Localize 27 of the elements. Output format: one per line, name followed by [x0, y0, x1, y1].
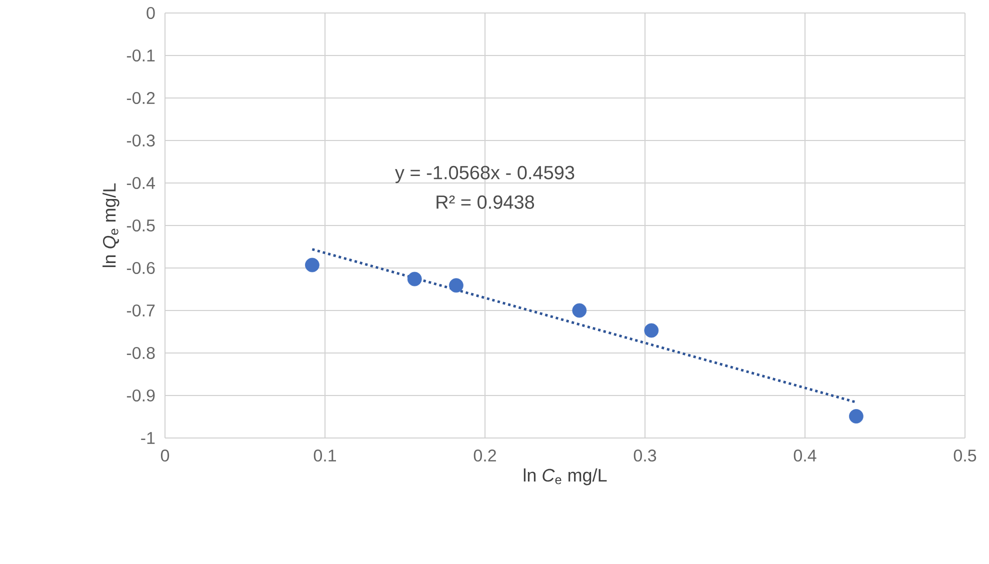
point [407, 272, 422, 286]
y-tick-label: -0.5 [126, 219, 155, 232]
x-axis-title: ln C$_{e}$ mg/L [524, 468, 607, 486]
point [572, 303, 587, 318]
y-tick-label: -0.2 [126, 92, 155, 104]
y-tick-label: -1 [141, 432, 155, 444]
point [644, 323, 659, 338]
x-tick-label: 0.1 [314, 450, 336, 462]
point [305, 258, 320, 272]
x-tick-label: 0.5 [954, 450, 976, 462]
y-axis-title: ln Q$_{e}$ mg/L [102, 183, 120, 268]
y-tick-label: -0.7 [126, 304, 155, 317]
y-tick-label: -0.4 [126, 176, 155, 190]
x-tick-label: 0.2 [474, 450, 496, 462]
annotation: R² = 0.9438 [436, 195, 534, 209]
annotation: y = -1.0568x - 0.4593 [395, 166, 574, 184]
x-tick-label: 0.3 [634, 450, 656, 462]
point [449, 278, 464, 293]
y-tick-label: -0.8 [126, 346, 155, 360]
y-tick-label: -0.3 [126, 134, 155, 147]
y-tick-label: -0.1 [126, 49, 155, 62]
y-tick-label: -0.6 [126, 262, 155, 274]
x-tick-label: 0.4 [794, 450, 816, 462]
x-tick-label: 0 [160, 450, 170, 462]
y-tick-label: 0 [146, 6, 155, 20]
point [848, 409, 864, 424]
y-tick-label: -0.9 [126, 389, 155, 402]
